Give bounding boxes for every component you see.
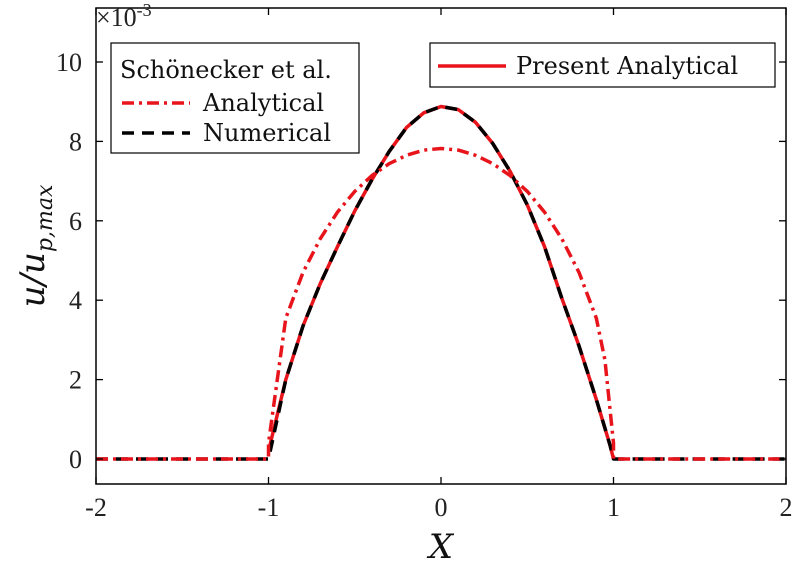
series-line-analytical [96, 146, 786, 461]
legend-label-analytical: Analytical [202, 89, 324, 117]
y-tick-label: 4 [69, 286, 82, 315]
legend-left: Schönecker et al. Analytical Numerical [110, 42, 360, 154]
x-tick-label: 1 [607, 493, 620, 522]
y-tick-label: 0 [69, 445, 82, 474]
plot-frame [95, 7, 787, 485]
x-tick-label: -2 [85, 493, 107, 522]
legend-left-title: Schönecker et al. [120, 56, 332, 84]
series-layer [96, 104, 786, 461]
x-tick-label: -1 [258, 493, 280, 522]
legend-label-present-analytical: Present Analytical [516, 52, 738, 80]
y-axis-title-sub: p,max [33, 184, 58, 252]
y-tick-label: 10 [56, 48, 82, 77]
y-exponent-label: ×10-3 [96, 0, 152, 32]
y-tick-label: 6 [69, 207, 82, 236]
x-tick-label: 2 [780, 493, 793, 522]
y-axis-title: u/up,max [13, 184, 58, 307]
y-exponent-base: ×10 [96, 3, 137, 32]
y-exponent-power: -3 [137, 0, 152, 20]
y-tick-label: 2 [69, 366, 82, 395]
x-tick-label: 0 [435, 493, 448, 522]
legend-label-numerical: Numerical [203, 119, 331, 147]
ticks-layer: -2 -1 0 1 2 0 2 4 6 8 10 [56, 8, 793, 522]
series-line-numerical [96, 104, 786, 461]
x-axis-title: X [426, 527, 455, 564]
y-axis-title-main: u/u [13, 252, 53, 307]
y-tick-label: 8 [69, 127, 82, 156]
legend-right: Present Analytical [429, 42, 776, 88]
